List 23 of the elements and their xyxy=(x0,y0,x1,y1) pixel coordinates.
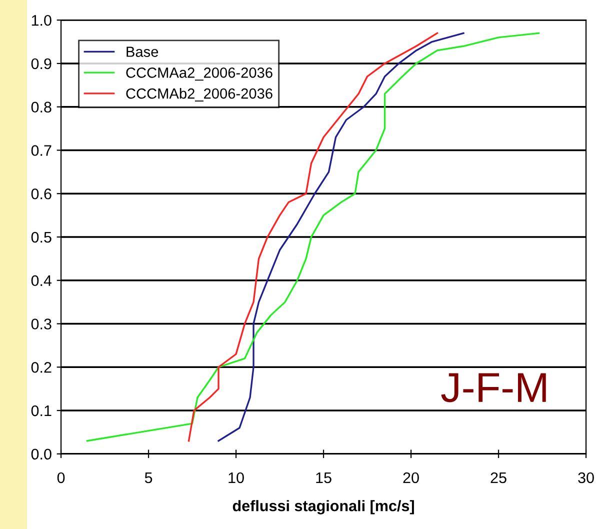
x-tick-label: 15 xyxy=(316,472,332,484)
y-tick-label: 0.0 xyxy=(31,448,52,460)
x-tick-label: 30 xyxy=(578,472,594,484)
y-tick-label: 0.1 xyxy=(31,405,52,416)
legend-label: Base xyxy=(126,46,158,57)
y-tick-label: 0.6 xyxy=(31,188,52,200)
y-tick-label: 0.5 xyxy=(31,232,52,243)
x-tick-label: 20 xyxy=(403,472,419,484)
x-tick-label: 0 xyxy=(57,472,65,484)
x-tick-label: 25 xyxy=(490,472,506,484)
x-tick-label: 5 xyxy=(144,472,152,484)
y-tick-label: 1.0 xyxy=(32,14,52,26)
x-tick-label: 10 xyxy=(228,472,244,484)
y-tick-label: 0.8 xyxy=(31,102,52,113)
y-tick-label: 0.4 xyxy=(31,275,52,286)
x-axis-title: deflussi stagionali [mc/s] xyxy=(232,500,414,514)
y-tick-label: 0.2 xyxy=(31,362,52,373)
y-tick-label: 0.9 xyxy=(31,58,52,70)
annotation: J-F-M xyxy=(441,373,546,402)
y-tick-label: 0.3 xyxy=(31,318,52,330)
legend-label: CCCMAb2_2006-2036 xyxy=(126,88,272,102)
y-tick-label: 0.7 xyxy=(31,145,52,156)
legend-label: CCCMAa2_2006-2036 xyxy=(126,68,272,81)
